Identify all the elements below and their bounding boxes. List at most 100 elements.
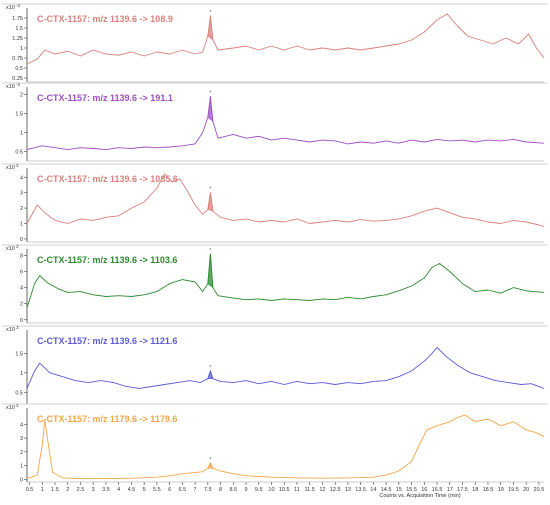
peak-area xyxy=(207,462,214,469)
multiplier-exponent: 2 xyxy=(15,244,19,249)
y-tick-label: 3 xyxy=(20,436,23,442)
series-trace xyxy=(26,347,545,389)
y-tick-label: 6 xyxy=(20,270,23,276)
series-trace xyxy=(26,414,545,480)
y-tick-label: 4 xyxy=(20,175,23,181)
y-multiplier-label: x10 -2 xyxy=(6,3,21,11)
x-tick-label: 2 xyxy=(66,487,69,493)
x-tick-label: 2.5 xyxy=(77,487,85,493)
y-tick-label: 0 xyxy=(20,237,23,243)
x-tick-label: 14.5 xyxy=(381,487,392,493)
y-tick-label: 1 xyxy=(20,464,23,470)
multiplier-exponent: -2 xyxy=(15,3,21,8)
x-tick-label: 0.5 xyxy=(26,487,34,493)
panel-title: C-CTX-1157: m/z 1139.6 -> 1085.6 xyxy=(37,174,178,184)
y-tick-label: 1.5 xyxy=(15,26,23,32)
x-tick-label: 20 xyxy=(523,487,529,493)
multiplier-base: x10 xyxy=(6,246,15,252)
x-tick-label: 19 xyxy=(498,487,504,493)
panel-title: C-CTX-1157: m/z 1139.6 -> 108.9 xyxy=(37,14,173,24)
y-multiplier-label: x10 2 xyxy=(6,244,19,252)
series-trace xyxy=(26,96,545,151)
y-multiplier-label: x10 2 xyxy=(6,163,19,171)
peak-area xyxy=(207,369,214,379)
panel-title: C-CTX-1157: m/z 1139.6 -> 191.1 xyxy=(37,93,173,103)
panel-title: C-CTX-1157: m/z 1179.6 -> 1179.6 xyxy=(37,414,177,424)
y-tick-label: 1.75 xyxy=(12,16,23,22)
peak-marker: * xyxy=(209,457,211,463)
y-tick-label: 4 xyxy=(20,422,23,428)
x-tick-label: 13.5 xyxy=(355,487,366,493)
x-tick-label: 9.5 xyxy=(255,487,263,493)
y-tick-label: 0.75 xyxy=(12,56,23,62)
x-tick-label: 20.5 xyxy=(534,487,545,493)
x-tick-label: 10.5 xyxy=(279,487,290,493)
series-trace xyxy=(26,173,545,228)
y-tick-label: 2 xyxy=(20,450,23,456)
x-tick-label: 7.5 xyxy=(204,487,212,493)
x-tick-label: 17.5 xyxy=(457,487,468,493)
panel-5: x10 3 0.5 1 1.5 * C-CTX-1157: m/z 1139.6 -> 1… xyxy=(2,325,548,405)
panel-title: C-CTX-1157: m/z 1139.6 -> 1103.6 xyxy=(37,255,177,265)
x-tick-label: 14 xyxy=(370,487,376,493)
x-tick-label: 16 xyxy=(421,487,427,493)
y-multiplier-label: x10 3 xyxy=(6,325,19,333)
x-tick-label: 8.5 xyxy=(229,487,237,493)
x-tick-label: 12.5 xyxy=(330,487,341,493)
x-tick-label: 15.5 xyxy=(406,487,417,493)
y-tick-label: 1 xyxy=(20,46,23,52)
peak-area xyxy=(207,96,214,122)
x-axis-label: Counts vs. Acquisition Time (min) xyxy=(379,493,460,499)
panel-2: x10 -2 0.5 1 1.5 2 * C-CTX-1157: m/z 1139.6 ->… xyxy=(2,82,548,162)
y-tick-label: 1 xyxy=(20,222,23,228)
y-tick-label: 8 xyxy=(20,253,23,259)
multiplier-base: x10 xyxy=(6,327,15,333)
y-tick-label: 4 xyxy=(20,286,23,292)
y-tick-label: 0 xyxy=(20,477,23,483)
peak-area xyxy=(207,253,214,289)
y-tick-label: 0.5 xyxy=(15,390,23,396)
multiplier-exponent: 3 xyxy=(15,325,19,330)
peak-area xyxy=(207,192,214,212)
multiplier-base: x10 xyxy=(6,165,15,171)
x-tick-label: 1.5 xyxy=(51,487,59,493)
x-tick-label: 1 xyxy=(41,487,44,493)
peak-marker: * xyxy=(209,90,211,96)
x-tick-label: 4 xyxy=(117,487,120,493)
peak-marker: * xyxy=(209,10,211,16)
y-tick-label: 0 xyxy=(20,318,23,324)
x-tick-label: 7 xyxy=(194,487,197,493)
panel-4: x10 2 0 2 4 6 8 * C-CTX-1157: m/z 1139.6 -> 110… xyxy=(2,244,548,324)
x-tick-label: 13 xyxy=(345,487,351,493)
x-tick-label: 5 xyxy=(143,487,146,493)
y-tick-label: 1.25 xyxy=(12,36,23,42)
multiplier-base: x10 xyxy=(6,84,15,90)
x-tick-label: 8 xyxy=(219,487,222,493)
x-tick-label: 17 xyxy=(447,487,453,493)
x-tick-label: 3 xyxy=(92,487,95,493)
x-tick-label: 19.5 xyxy=(508,487,519,493)
x-tick-label: 5.5 xyxy=(153,487,161,493)
y-tick-label: 1.5 xyxy=(15,112,23,118)
multiplier-exponent: 2 xyxy=(15,403,19,408)
y-tick-label: 0.5 xyxy=(15,150,23,156)
peak-marker: * xyxy=(209,248,211,254)
x-tick-label: 6.5 xyxy=(179,487,187,493)
multiplier-base: x10 xyxy=(6,5,15,11)
x-tick-label: 6 xyxy=(168,487,171,493)
x-tick-label: 11 xyxy=(294,487,300,493)
multiplier-exponent: 2 xyxy=(15,163,19,168)
y-multiplier-label: x10 2 xyxy=(6,403,19,411)
x-tick-label: 11.5 xyxy=(305,487,315,493)
panel-title: C-CTX-1157: m/z 1139.6 -> 1121.6 xyxy=(37,336,177,346)
series-trace xyxy=(26,253,545,308)
y-tick-label: 2 xyxy=(20,302,23,308)
x-tick-label: 15 xyxy=(396,487,402,493)
multiplier-base: x10 xyxy=(6,405,15,411)
y-tick-label: 1.5 xyxy=(15,351,23,357)
x-tick-label: 18.5 xyxy=(483,487,494,493)
multiplier-exponent: -2 xyxy=(15,82,21,87)
x-tick-label: 18 xyxy=(472,487,478,493)
series-trace xyxy=(26,13,545,65)
